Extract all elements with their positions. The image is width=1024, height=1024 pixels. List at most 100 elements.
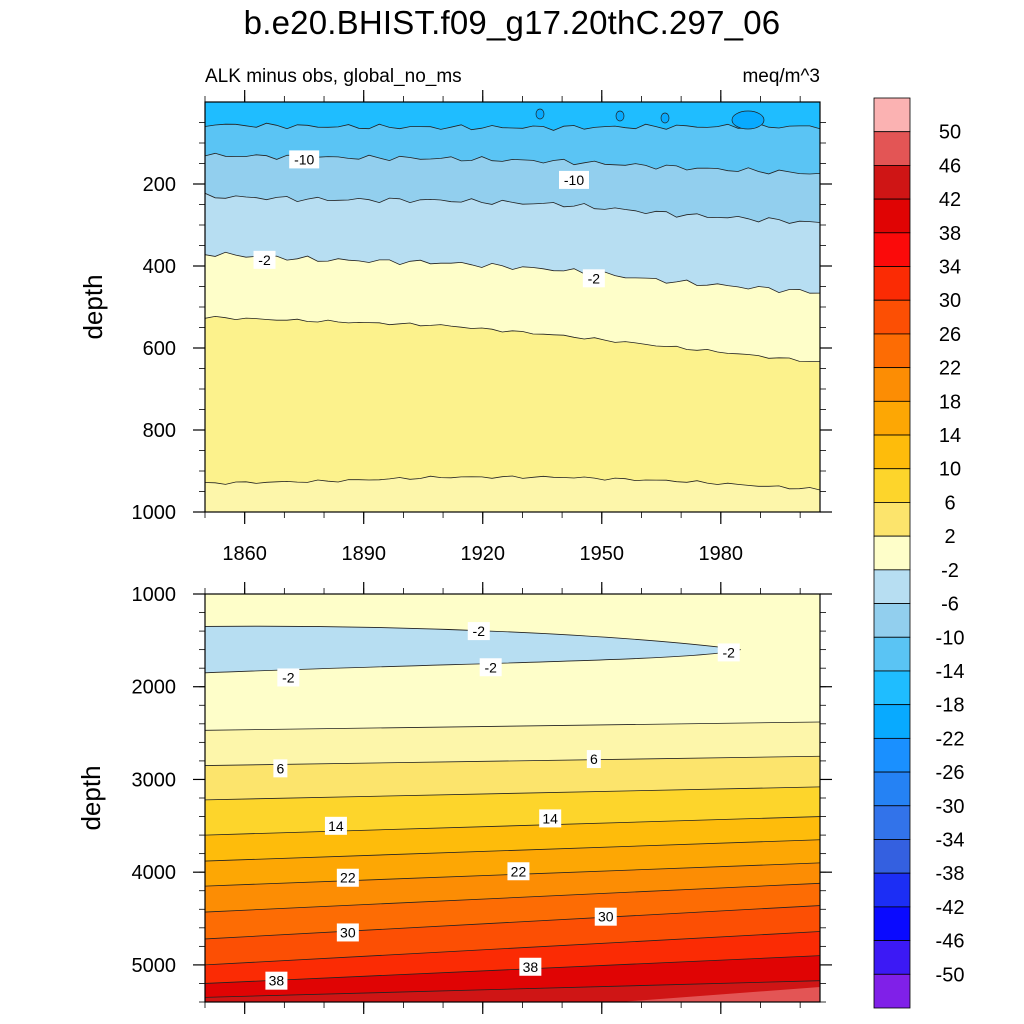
deep-patch	[535, 108, 545, 120]
contour-label-bg	[265, 971, 288, 990]
colorbar-box	[873, 906, 911, 941]
band-lower-46	[620, 987, 820, 1002]
colorbar-label: -38	[936, 863, 965, 885]
colorbar-box	[873, 805, 911, 840]
y-tick-label: 600	[143, 338, 176, 360]
x-tick-label: 1860	[222, 543, 267, 565]
contour-label-bg	[467, 622, 490, 641]
contour-label: 14	[539, 809, 562, 828]
colorbar-label: 10	[939, 459, 961, 481]
upper-y-axis-title: depth	[78, 274, 108, 339]
contour-label: 30	[594, 907, 617, 926]
contour-label-bg	[479, 658, 502, 677]
colorbar-label: 34	[939, 257, 961, 279]
contour-label-text: 38	[523, 959, 539, 975]
colorbar-box	[873, 232, 911, 267]
colorbar-label: -34	[936, 829, 965, 851]
colorbar-box	[873, 198, 911, 234]
contour-label-bg	[717, 643, 740, 662]
contour-label-text: -2	[484, 659, 497, 675]
contour-line-lower-1	[205, 755, 820, 766]
contour-label-text: -2	[258, 252, 271, 268]
colorbar-box	[873, 266, 911, 301]
contour-label: -2	[717, 643, 740, 662]
contour-label: -2	[582, 269, 605, 288]
colorbar-label: -26	[936, 762, 965, 784]
contour-label-bg	[539, 809, 562, 828]
contour-label-text: 30	[340, 924, 356, 940]
contour-label: -2	[479, 658, 502, 677]
contour-label: 38	[265, 971, 288, 990]
colorbar-label: -10	[936, 627, 965, 649]
contour-line-upper-0	[205, 122, 820, 131]
contour-line-lower-2	[205, 786, 820, 801]
x-tick-label: 1920	[460, 543, 505, 565]
contour-labels: -10 -10 -2 -2 -2 -2 -2 -2 6 6 14 14 22 22 30 30 38 38	[253, 150, 740, 990]
contour-label-bg	[582, 269, 605, 288]
contour-line-upper-4	[205, 315, 820, 362]
contour-label-bg	[336, 923, 359, 942]
contour-line-lower-3	[205, 816, 820, 836]
contour-label: -10	[289, 150, 320, 169]
colorbar-box	[873, 636, 911, 672]
colorbar-label: 50	[939, 122, 961, 144]
colorbar-box	[873, 165, 911, 200]
colorbar-label: 22	[939, 358, 961, 380]
contour-label-bg	[253, 250, 276, 269]
colorbar-label: -46	[936, 931, 965, 953]
contour-label-text: 38	[269, 973, 285, 989]
colorbar-label: 38	[939, 223, 961, 245]
contour-label: 14	[324, 816, 347, 835]
colorbar-label: -6	[941, 594, 959, 616]
colorbar-label: 46	[939, 155, 961, 177]
colorbar-label: -18	[936, 695, 965, 717]
contour-line-lower-4	[205, 839, 820, 862]
contour-label: 22	[507, 862, 530, 881]
contour-label-bg	[277, 668, 300, 687]
y-tick-label: 800	[143, 420, 176, 442]
contour-label: 30	[336, 923, 359, 942]
contour-label-bg	[559, 170, 589, 189]
contour-line-lower-6	[205, 882, 820, 913]
colorbar-label: -22	[936, 728, 965, 750]
contour-label-bg	[594, 907, 617, 926]
colorbar: 50 46 42 38 34 30 26 22 18 14 10 6 2 -2 -6 -10 -14 -18 -22…	[873, 97, 965, 1009]
contour-label: -2	[253, 250, 276, 269]
band-lower-10	[205, 980, 820, 1002]
contour-label: 22	[336, 868, 359, 887]
colorbar-label: 6	[944, 492, 955, 514]
colorbar-box	[873, 973, 911, 1009]
contour-label: 6	[273, 759, 288, 778]
contour-label: -2	[467, 622, 490, 641]
colorbar-box	[873, 131, 911, 166]
contour-line-lower-8	[205, 931, 820, 966]
contour-label-bg	[289, 150, 320, 169]
colorbar-box	[873, 502, 911, 537]
contour-line-lower-9	[205, 955, 820, 984]
colorbar-label: 18	[939, 391, 961, 413]
contour-label-text: 30	[598, 909, 614, 925]
colorbar-label: -30	[936, 796, 965, 818]
colorbar-box	[873, 603, 911, 638]
y-tick-label: 4000	[132, 862, 177, 884]
contour-label-bg	[586, 750, 601, 769]
colorbar-box	[873, 400, 911, 436]
chart-title: b.e20.BHIST.f09_g17.20thC.297_06	[243, 4, 781, 41]
upper-right-label: meq/m^3	[742, 66, 820, 87]
contour-label-text: 6	[590, 751, 598, 767]
contour-label-bg	[324, 816, 347, 835]
colorbar-label: 30	[939, 290, 961, 312]
contour-line-upper-5	[205, 475, 820, 491]
y-tick-label: 400	[143, 256, 176, 278]
contour-line-lower-0	[205, 721, 820, 731]
colorbar-label: -2	[941, 560, 959, 582]
contour-label-bg	[507, 862, 530, 881]
contour-line-upper-2	[205, 192, 820, 224]
colorbar-box	[873, 434, 911, 470]
contour-label: 38	[519, 957, 542, 976]
colorbar-box	[873, 771, 911, 807]
contour-label: -10	[559, 170, 589, 189]
deep-patch	[731, 110, 765, 130]
contour-label-text: -10	[294, 151, 314, 167]
